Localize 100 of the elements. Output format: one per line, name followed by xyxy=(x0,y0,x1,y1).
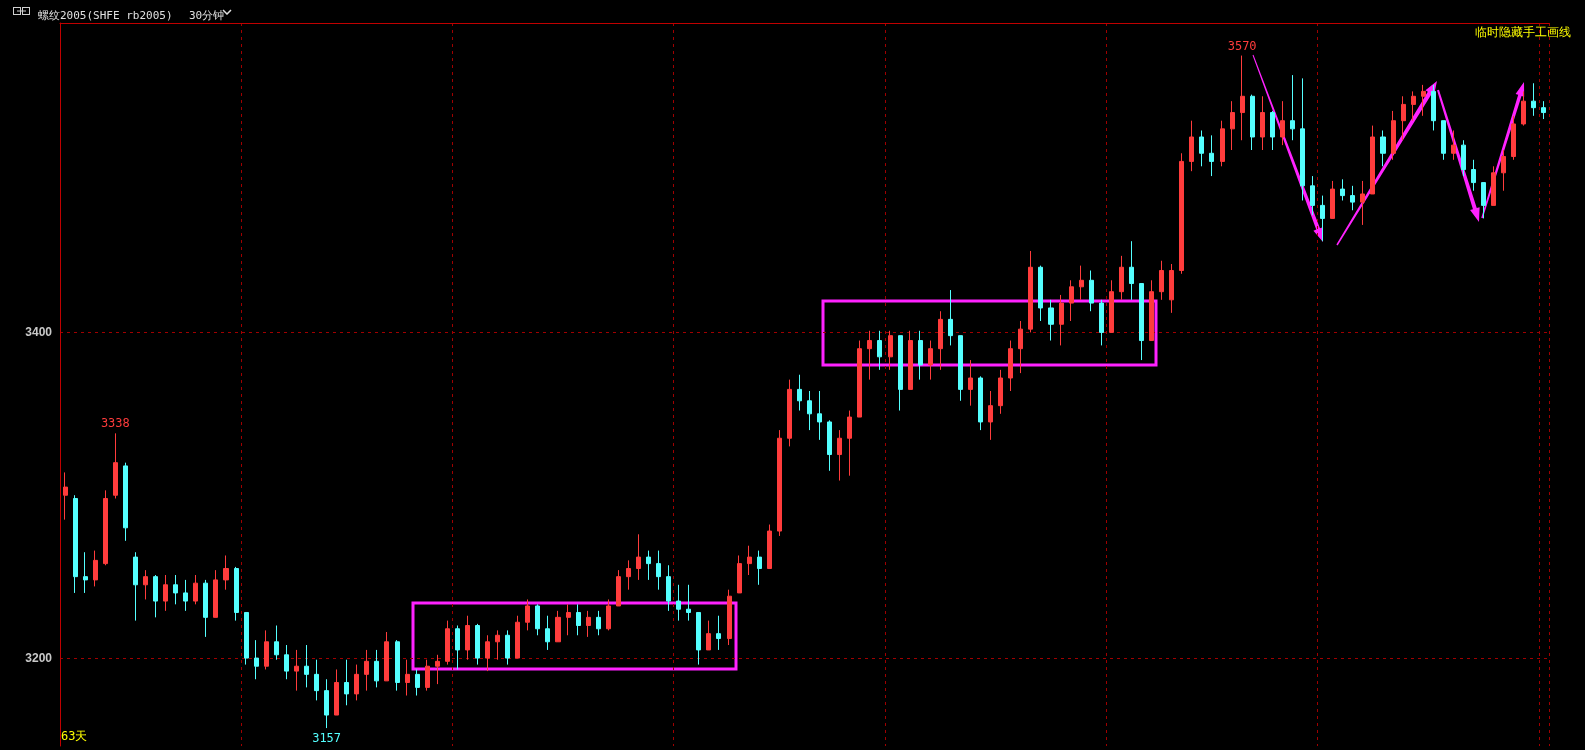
candlestick xyxy=(475,623,480,666)
candlestick xyxy=(525,598,530,631)
candlestick xyxy=(1350,185,1355,211)
candlestick xyxy=(1069,279,1074,322)
candlestick xyxy=(696,611,701,666)
candlestick xyxy=(817,390,822,441)
candlestick xyxy=(193,574,198,605)
candlestick xyxy=(405,659,410,697)
candlestick xyxy=(686,584,691,622)
candlestick xyxy=(968,359,973,407)
annotation: 3338 xyxy=(100,416,130,431)
candlestick xyxy=(1451,129,1456,161)
candlestick xyxy=(505,629,510,666)
candlestick xyxy=(384,631,389,682)
chart-subtitle: 30分钟 xyxy=(189,9,225,22)
candlestick xyxy=(395,639,400,692)
candlestick xyxy=(1360,180,1365,226)
candlestick xyxy=(867,330,872,381)
candlestick xyxy=(203,579,208,638)
candlestick xyxy=(1370,125,1375,195)
candlestick xyxy=(1048,299,1054,342)
candlestick xyxy=(1340,178,1345,201)
candlestick xyxy=(1521,90,1526,127)
candlestick xyxy=(1250,94,1255,151)
candlestick xyxy=(998,369,1003,415)
candlestick xyxy=(1471,159,1476,192)
candlestick xyxy=(1199,129,1204,167)
candlestick xyxy=(334,668,339,716)
candlestick xyxy=(787,379,792,447)
candlestick xyxy=(1159,260,1164,301)
candlestick xyxy=(1320,195,1325,242)
candlestick xyxy=(938,310,943,371)
candlestick xyxy=(1401,95,1406,141)
candlestick xyxy=(153,574,158,618)
candlestick xyxy=(948,289,953,346)
candlestick xyxy=(173,574,178,605)
candlestick xyxy=(294,649,299,692)
candlestick xyxy=(213,569,218,618)
candlestick xyxy=(63,471,68,521)
candlestick xyxy=(425,659,430,692)
candlestick xyxy=(535,603,540,636)
candlestick xyxy=(706,620,711,651)
y-tick-label: 3200 xyxy=(25,651,53,666)
candlestick xyxy=(1380,129,1386,167)
candlestick xyxy=(1501,149,1506,192)
candlestick xyxy=(143,569,148,600)
y-tick-label: 3400 xyxy=(25,325,53,340)
candlestick xyxy=(324,678,329,729)
candlestick xyxy=(485,634,490,672)
candlestick xyxy=(1240,55,1245,141)
candlestick xyxy=(103,489,108,566)
candlestick xyxy=(314,659,319,701)
annotation: 3157 xyxy=(312,731,342,746)
candlestick xyxy=(777,429,782,537)
candlestick xyxy=(626,559,631,591)
candlestick xyxy=(716,615,721,651)
candlestick xyxy=(123,462,128,542)
candlestick xyxy=(284,644,289,680)
candlestick xyxy=(445,620,450,666)
candlestick xyxy=(847,410,852,477)
candlestick xyxy=(545,615,550,651)
candlestick xyxy=(1300,77,1305,201)
candlestick xyxy=(898,335,903,412)
candlestick xyxy=(1491,165,1496,206)
candlestick xyxy=(354,664,359,701)
candlestick xyxy=(1290,74,1295,141)
candlestick xyxy=(1169,263,1174,314)
candlestick xyxy=(1008,340,1013,392)
candlestick xyxy=(958,335,963,402)
candlestick xyxy=(666,564,671,612)
candlestick xyxy=(1541,100,1546,120)
candlestick xyxy=(1531,82,1536,117)
candlestick xyxy=(978,375,983,431)
candlestick xyxy=(636,533,641,581)
candlestick xyxy=(1260,95,1265,151)
candlestick xyxy=(908,330,913,390)
candlestick xyxy=(1461,139,1466,177)
candlestick xyxy=(918,330,923,381)
candlestick xyxy=(1441,120,1446,161)
candlestick xyxy=(1310,175,1315,216)
candlestick xyxy=(827,419,832,472)
candlestick xyxy=(737,554,742,594)
candlestick xyxy=(767,524,772,570)
candlestick xyxy=(133,551,138,622)
candlestick xyxy=(274,625,279,661)
candlestick xyxy=(1099,299,1104,346)
candlestick xyxy=(1089,270,1094,312)
candlestick xyxy=(888,330,893,371)
chart-title: 螺纹2005(SHFE rb2005) xyxy=(38,9,173,22)
candlestick xyxy=(183,579,188,612)
candlestick xyxy=(727,589,732,646)
candlestick xyxy=(264,629,269,670)
candlestick xyxy=(1109,279,1114,333)
candlestick xyxy=(374,649,379,688)
candlestick xyxy=(566,603,571,636)
candlestick xyxy=(73,494,78,594)
candlestick xyxy=(435,654,440,685)
candlestick xyxy=(1079,265,1084,301)
candlestick xyxy=(1391,110,1396,161)
candlestick xyxy=(1511,115,1516,161)
